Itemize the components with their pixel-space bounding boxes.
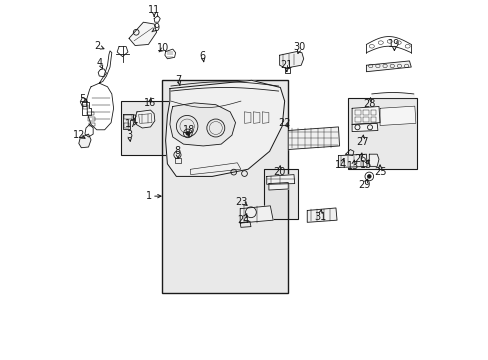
Text: 18: 18 (183, 125, 195, 135)
Polygon shape (169, 103, 235, 146)
Bar (162, 80, 287, 293)
Text: 14: 14 (334, 161, 346, 170)
Text: 26: 26 (353, 154, 366, 165)
Text: 3: 3 (126, 130, 132, 140)
Polygon shape (268, 183, 287, 190)
Text: 21: 21 (280, 60, 292, 70)
Text: 31: 31 (313, 212, 325, 222)
Polygon shape (338, 154, 366, 167)
Text: 27: 27 (355, 136, 368, 147)
Text: 24: 24 (236, 215, 249, 225)
Text: 8: 8 (174, 146, 180, 156)
Bar (121, 101, 183, 155)
Text: 1: 1 (146, 191, 152, 201)
Text: 16: 16 (144, 98, 156, 108)
Polygon shape (129, 22, 156, 45)
Text: 9: 9 (153, 23, 159, 33)
Polygon shape (135, 110, 155, 128)
Polygon shape (379, 106, 415, 126)
Bar (162, 80, 287, 293)
Text: 23: 23 (235, 197, 247, 207)
Polygon shape (351, 123, 377, 132)
Text: 22: 22 (278, 118, 291, 128)
Polygon shape (266, 175, 294, 184)
Polygon shape (351, 107, 379, 125)
Text: 5: 5 (79, 94, 85, 104)
Text: 4: 4 (97, 58, 103, 68)
Circle shape (367, 175, 370, 178)
Bar (348, 98, 416, 169)
Text: 13: 13 (346, 161, 359, 171)
Text: 17: 17 (125, 119, 137, 129)
Polygon shape (306, 208, 336, 222)
Text: 6: 6 (199, 51, 205, 61)
Polygon shape (287, 127, 339, 149)
Text: 29: 29 (357, 180, 370, 190)
Text: 15: 15 (359, 161, 371, 170)
Bar (264, 169, 298, 220)
Text: 19: 19 (387, 39, 400, 49)
Polygon shape (368, 154, 378, 166)
Text: 20: 20 (272, 167, 285, 177)
Text: 25: 25 (373, 167, 386, 177)
Bar (348, 98, 416, 169)
Polygon shape (240, 206, 273, 223)
Circle shape (185, 132, 189, 135)
Polygon shape (366, 61, 410, 72)
Text: 28: 28 (363, 99, 375, 109)
Bar (121, 101, 183, 155)
Text: 12: 12 (73, 130, 85, 140)
Bar (264, 169, 298, 220)
Polygon shape (165, 80, 284, 176)
Text: 7: 7 (175, 75, 182, 85)
Text: 10: 10 (157, 44, 169, 53)
Polygon shape (279, 51, 303, 68)
Text: 30: 30 (293, 42, 305, 53)
Text: 2: 2 (94, 41, 101, 51)
Polygon shape (79, 134, 91, 148)
Text: 11: 11 (148, 5, 160, 15)
